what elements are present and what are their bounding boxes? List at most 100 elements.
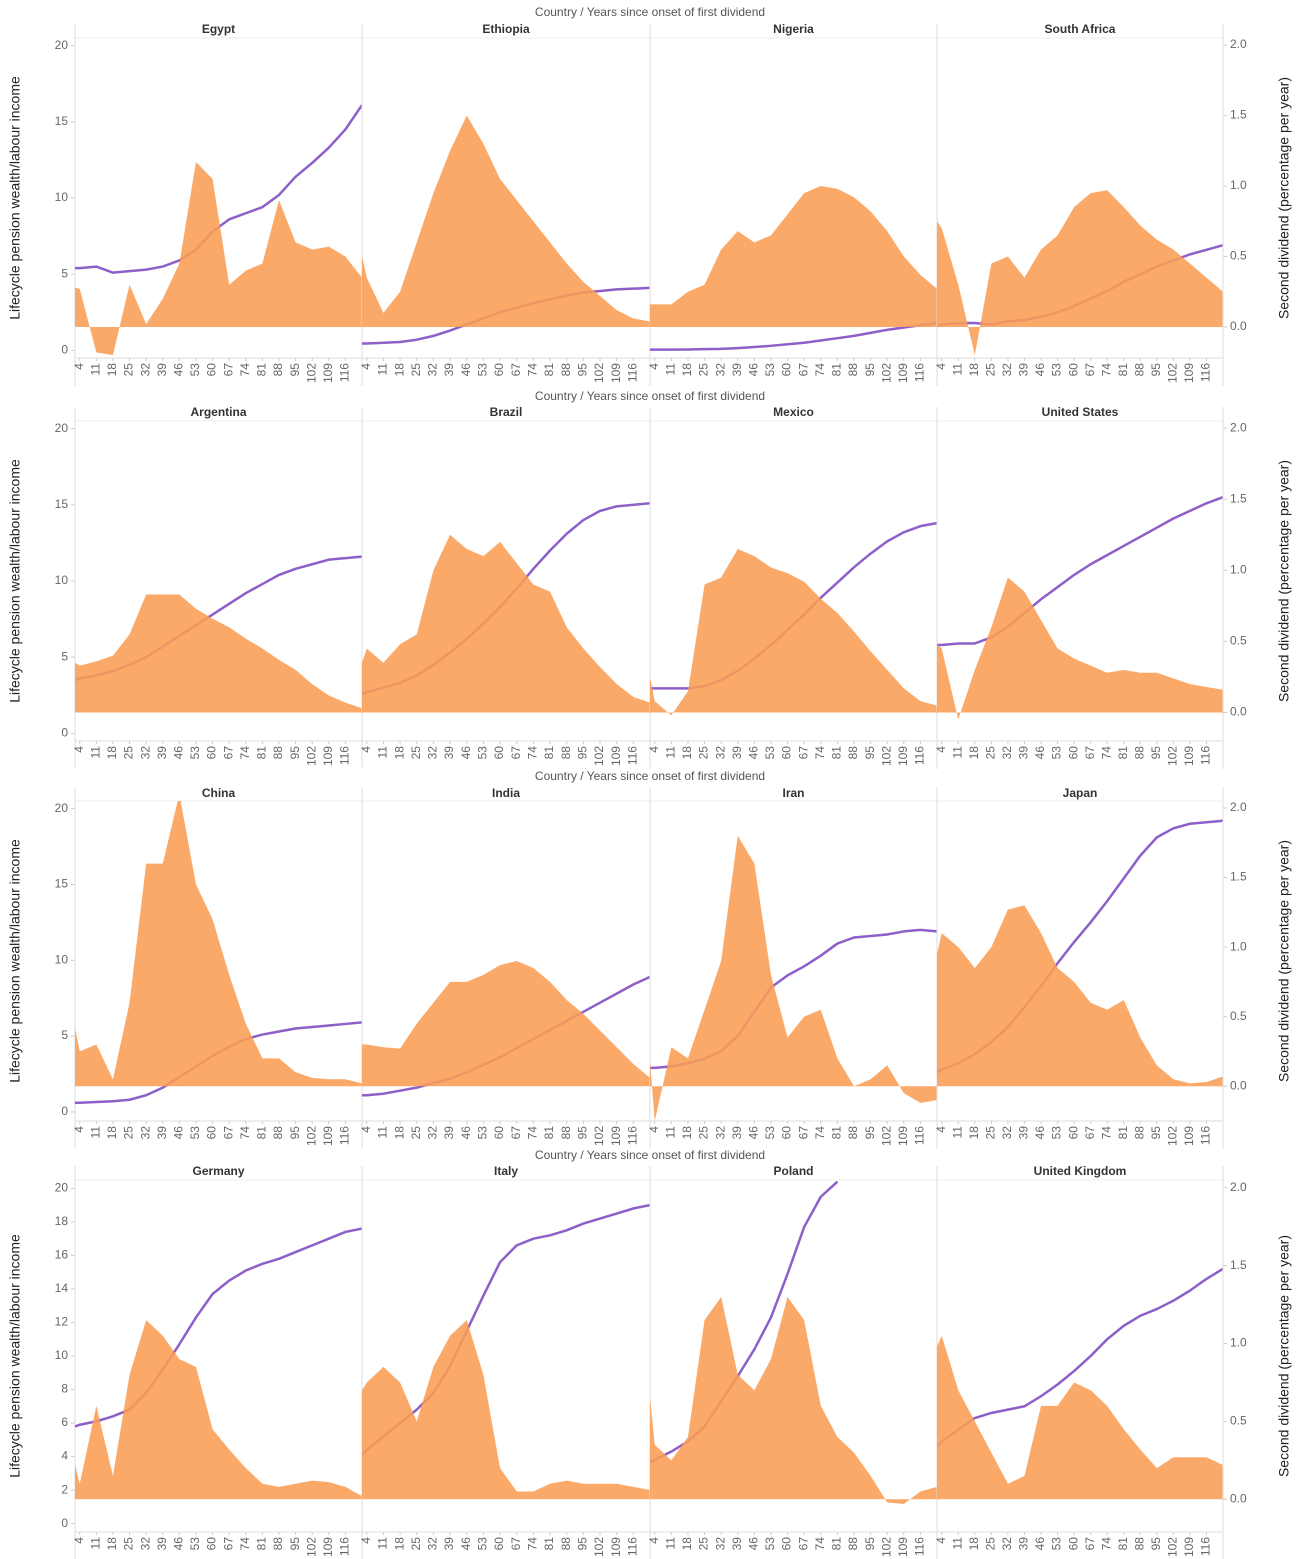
y2-tick-label: 1.5: [1230, 491, 1247, 505]
x-tick-label: 46: [747, 746, 761, 760]
y2-tick-label: 2.0: [1230, 37, 1247, 51]
x-tick-label: 18: [967, 746, 981, 760]
panel: [75, 555, 362, 713]
x-tick-label: 74: [526, 1537, 540, 1551]
x-tick-label: 53: [188, 363, 202, 377]
area: [937, 1335, 1223, 1500]
area: [937, 190, 1223, 356]
y-tick-label: 0: [61, 1104, 68, 1118]
x-tick-label: 60: [1066, 363, 1080, 377]
y2-tick-label: 1.0: [1230, 563, 1247, 577]
x-tick-label: 39: [730, 363, 744, 377]
x-tick-label: 67: [509, 746, 523, 760]
x-tick-label: 116: [626, 1537, 640, 1556]
x-tick-label: 60: [492, 1537, 506, 1551]
x-tick-label: 60: [492, 363, 506, 377]
x-tick-label: 109: [321, 363, 335, 383]
x-tick-label: 25: [984, 1126, 998, 1140]
x-tick-label: 109: [609, 363, 623, 383]
x-tick-label: 53: [188, 1126, 202, 1140]
x-tick-label: 102: [304, 1126, 318, 1146]
x-tick-label: 25: [122, 746, 136, 760]
x-tick-label: 88: [846, 746, 860, 760]
x-tick-label: 11: [376, 746, 390, 759]
x-tick-label: 74: [813, 746, 827, 760]
y-tick-label: 8: [61, 1382, 68, 1396]
x-tick-label: 116: [1199, 363, 1213, 382]
x-tick-label: 18: [967, 1126, 981, 1140]
x-tick-label: 46: [747, 1537, 761, 1551]
x-tick-label: 81: [1116, 363, 1130, 377]
x-tick-label: 74: [526, 746, 540, 760]
panel-title: Egypt: [202, 22, 235, 36]
y2-tick-label: 0.0: [1230, 319, 1247, 333]
x-tick-label: 74: [238, 746, 252, 760]
x-tick-label: 4: [72, 1126, 86, 1133]
x-tick-label: 116: [1199, 746, 1213, 765]
y2-tick-label: 1.5: [1230, 108, 1247, 122]
y2-tick-label: 2.0: [1230, 1180, 1247, 1194]
panel-title: Iran: [782, 786, 804, 800]
panel: [362, 1203, 650, 1500]
x-tick-label: 46: [459, 1126, 473, 1140]
x-tick-label: 46: [747, 363, 761, 377]
x-tick-label: 53: [476, 363, 490, 377]
x-tick-label: 39: [1017, 363, 1031, 377]
x-tick-label: 25: [409, 746, 423, 760]
x-tick-label: 74: [238, 363, 252, 377]
y2-axis-label: Second dividend (percentage per year): [1276, 1235, 1292, 1477]
x-tick-label: 32: [138, 363, 152, 377]
x-tick-label: 39: [442, 1126, 456, 1140]
x-tick-label: 18: [105, 746, 119, 760]
x-tick-label: 46: [459, 1537, 473, 1551]
area: [75, 1320, 362, 1500]
line: [75, 1227, 362, 1428]
panel-title: India: [492, 786, 520, 800]
y-tick-label: 10: [55, 573, 69, 587]
x-tick-label: 11: [376, 363, 390, 376]
x-tick-label: 46: [1033, 363, 1047, 377]
x-tick-label: 67: [796, 1126, 810, 1140]
y-tick-label: 15: [55, 114, 69, 128]
y-tick-label: 5: [61, 266, 68, 280]
area: [75, 162, 362, 356]
x-tick-label: 18: [680, 1126, 694, 1140]
x-tick-label: 67: [509, 1126, 523, 1140]
x-tick-label: 60: [1066, 1537, 1080, 1551]
x-tick-label: 39: [442, 363, 456, 377]
y-tick-label: 20: [55, 38, 69, 52]
x-tick-label: 11: [89, 746, 103, 759]
x-tick-label: 109: [321, 1126, 335, 1146]
x-tick-label: 102: [879, 363, 893, 383]
panel-title: Ethiopia: [482, 22, 530, 36]
x-tick-label: 109: [1182, 363, 1196, 383]
x-tick-label: 4: [359, 746, 373, 753]
x-tick-label: 4: [647, 1126, 661, 1133]
x-tick-label: 25: [697, 746, 711, 760]
x-tick-label: 18: [105, 363, 119, 377]
y2-tick-label: 1.0: [1230, 939, 1247, 953]
x-tick-label: 39: [442, 1537, 456, 1551]
x-tick-label: 46: [172, 1537, 186, 1551]
x-tick-label: 102: [1166, 746, 1180, 766]
x-tick-label: 88: [271, 363, 285, 377]
area: [937, 905, 1223, 1087]
x-tick-label: 4: [72, 363, 86, 370]
y-tick-label: 4: [61, 1449, 68, 1463]
line: [937, 496, 1223, 647]
y2-tick-label: 1.0: [1230, 178, 1247, 192]
x-tick-label: 18: [392, 746, 406, 760]
y-tick-label: 12: [55, 1315, 69, 1329]
panel-title: United Kingdom: [1034, 1164, 1127, 1178]
x-tick-label: 95: [1149, 363, 1163, 377]
x-tick-label: 109: [609, 746, 623, 766]
x-tick-label: 53: [476, 1126, 490, 1140]
y-tick-label: 5: [61, 649, 68, 663]
x-tick-label: 18: [967, 363, 981, 377]
x-tick-label: 88: [846, 1537, 860, 1551]
x-tick-label: 25: [409, 1126, 423, 1140]
x-tick-label: 32: [713, 363, 727, 377]
x-tick-label: 25: [122, 1126, 136, 1140]
x-tick-label: 32: [1000, 1537, 1014, 1551]
